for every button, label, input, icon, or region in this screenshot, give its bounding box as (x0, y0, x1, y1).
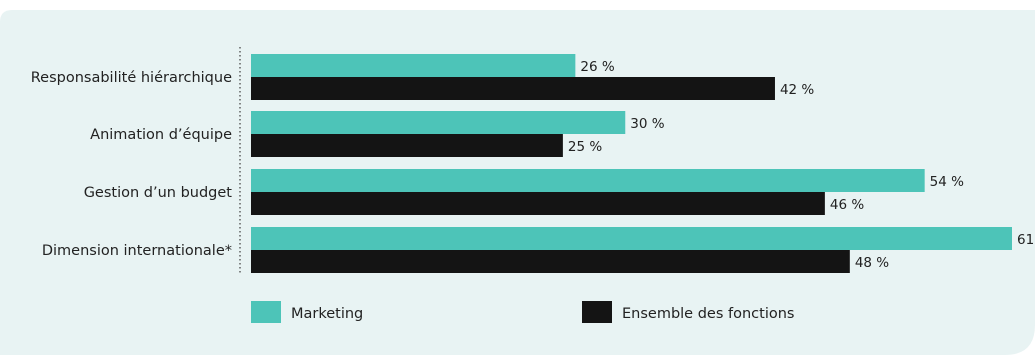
bar-marketing (251, 227, 1012, 250)
category-label: Dimension internationale* (42, 243, 232, 259)
legend: Marketing Ensemble des fonctions (251, 301, 794, 323)
value-label: 26 % (580, 59, 614, 75)
bar-ensemble (251, 77, 775, 100)
bars (251, 54, 1012, 273)
bar-ensemble (251, 192, 825, 215)
value-label: 46 % (830, 197, 864, 213)
value-label: 30 % (630, 116, 664, 132)
value-label: 25 % (568, 139, 602, 155)
value-label: 54 % (930, 174, 964, 190)
value-label: 61 % (1017, 232, 1035, 248)
legend-swatch-marketing (251, 301, 281, 323)
legend-label: Marketing (291, 306, 363, 322)
value-label: 48 % (855, 255, 889, 271)
bar-marketing (251, 54, 576, 77)
category-labels: Responsabilité hiérarchique Animation d’é… (31, 70, 233, 259)
category-label: Responsabilité hiérarchique (31, 70, 232, 86)
bar-marketing (251, 111, 626, 134)
value-label: 42 % (780, 82, 814, 98)
legend-label: Ensemble des fonctions (622, 306, 794, 322)
value-labels: 26 % 42 % 30 % 25 % 54 % 46 % 61 % 48 % (568, 59, 1035, 271)
category-label: Animation d’équipe (90, 127, 232, 143)
bar-marketing (251, 169, 925, 192)
bar-ensemble (251, 250, 850, 273)
bar-ensemble (251, 134, 563, 157)
category-label: Gestion d’un budget (84, 185, 233, 201)
legend-swatch-ensemble (582, 301, 612, 323)
